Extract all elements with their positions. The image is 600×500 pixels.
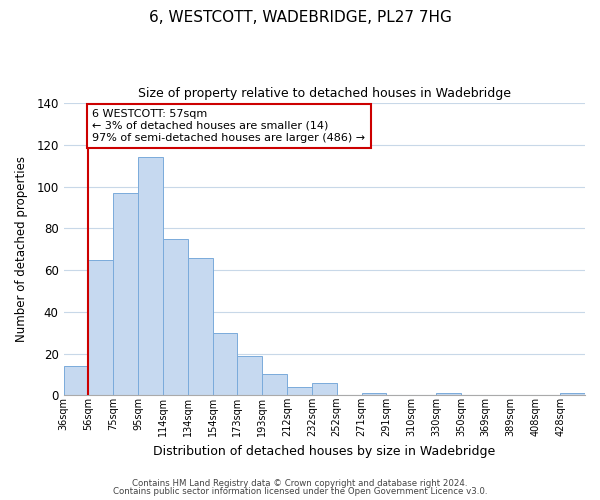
Bar xyxy=(212,332,238,396)
Bar xyxy=(238,356,262,396)
Bar xyxy=(163,238,188,396)
Bar xyxy=(262,374,287,396)
Title: Size of property relative to detached houses in Wadebridge: Size of property relative to detached ho… xyxy=(138,88,511,101)
Text: 6, WESTCOTT, WADEBRIDGE, PL27 7HG: 6, WESTCOTT, WADEBRIDGE, PL27 7HG xyxy=(149,10,451,25)
Bar xyxy=(64,366,88,396)
Bar xyxy=(88,260,113,396)
Bar xyxy=(188,258,212,396)
Bar xyxy=(113,193,138,396)
Text: Contains HM Land Registry data © Crown copyright and database right 2024.: Contains HM Land Registry data © Crown c… xyxy=(132,478,468,488)
Bar xyxy=(362,393,386,396)
Bar xyxy=(312,383,337,396)
Text: Contains public sector information licensed under the Open Government Licence v3: Contains public sector information licen… xyxy=(113,487,487,496)
Text: 6 WESTCOTT: 57sqm
← 3% of detached houses are smaller (14)
97% of semi-detached : 6 WESTCOTT: 57sqm ← 3% of detached house… xyxy=(92,110,365,142)
X-axis label: Distribution of detached houses by size in Wadebridge: Distribution of detached houses by size … xyxy=(153,444,496,458)
Bar xyxy=(560,393,585,396)
Bar xyxy=(138,158,163,396)
Bar xyxy=(287,387,312,396)
Y-axis label: Number of detached properties: Number of detached properties xyxy=(15,156,28,342)
Bar xyxy=(436,393,461,396)
